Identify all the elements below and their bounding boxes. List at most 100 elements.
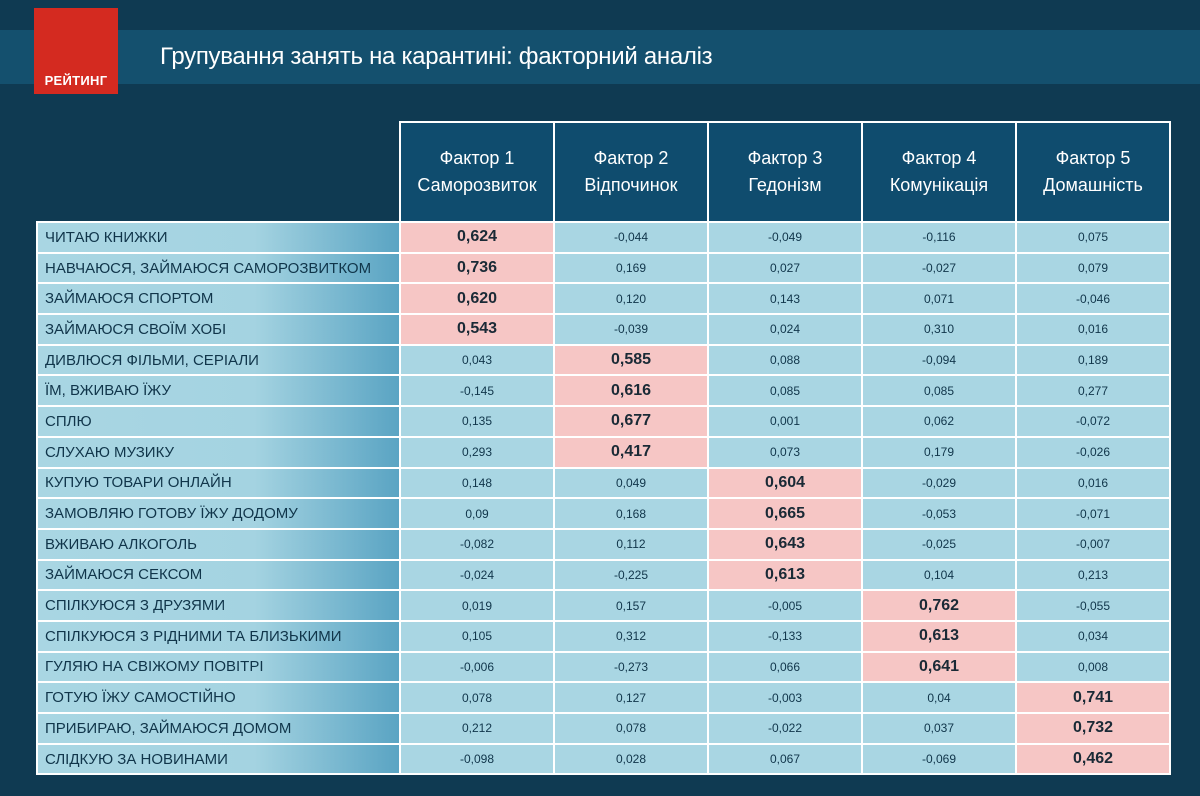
value-cell: -0,027 bbox=[861, 251, 1017, 285]
value-cell: 0,027 bbox=[707, 251, 863, 285]
highlighted-value-cell: 0,736 bbox=[399, 251, 555, 285]
value-cell: -0,046 bbox=[1015, 282, 1171, 316]
value-cell: 0,073 bbox=[707, 435, 863, 469]
header-line1: Фактор 5 bbox=[1055, 148, 1131, 168]
header-line2: Відпочинок bbox=[584, 175, 678, 195]
table-row: Спілкуюся з рідними та близькими 0,105 0,3… bbox=[36, 619, 1171, 653]
value-cell: -0,022 bbox=[707, 712, 863, 745]
value-cell: 0,143 bbox=[707, 282, 863, 316]
row-label: Замовляю готову їжу додому bbox=[36, 497, 401, 530]
value-cell: 0,062 bbox=[861, 405, 1017, 438]
value-cell: -0,082 bbox=[399, 527, 555, 561]
value-cell: 0,213 bbox=[1015, 558, 1171, 592]
header-line2: Домашність bbox=[1043, 175, 1143, 195]
value-cell: 0,120 bbox=[553, 282, 709, 316]
header-factor-3: Фактор 3 Гедонізм bbox=[707, 121, 863, 223]
value-cell: 0,078 bbox=[553, 712, 709, 745]
highlighted-value-cell: 0,624 bbox=[399, 221, 555, 254]
value-cell: -0,026 bbox=[1015, 435, 1171, 469]
value-cell: -0,053 bbox=[861, 497, 1017, 530]
table-row: Прибираю, займаюся домом 0,212 0,078 -0,022… bbox=[36, 712, 1171, 745]
highlighted-value-cell: 0,665 bbox=[707, 497, 863, 530]
table-body: Читаю книжки 0,624 -0,044 -0,049 -0,116 0,075… bbox=[36, 221, 1171, 776]
value-cell: 0,112 bbox=[553, 527, 709, 561]
highlighted-value-cell: 0,620 bbox=[399, 282, 555, 316]
brand-logo: РЕЙТИНГ bbox=[34, 8, 118, 94]
highlighted-value-cell: 0,643 bbox=[707, 527, 863, 561]
value-cell: -0,007 bbox=[1015, 527, 1171, 561]
value-cell: 0,001 bbox=[707, 405, 863, 438]
header-line2: Комунікація bbox=[889, 175, 989, 195]
value-cell: 0,079 bbox=[1015, 251, 1171, 285]
value-cell: 0,09 bbox=[399, 497, 555, 530]
value-cell: 0,066 bbox=[707, 650, 863, 684]
value-cell: -0,069 bbox=[861, 742, 1017, 776]
value-cell: 0,049 bbox=[553, 466, 709, 500]
value-cell: 0,310 bbox=[861, 313, 1017, 346]
value-cell: 0,127 bbox=[553, 681, 709, 714]
value-cell: 0,028 bbox=[553, 742, 709, 776]
title-band bbox=[0, 30, 1200, 84]
value-cell: -0,094 bbox=[861, 343, 1017, 377]
header-line1: Фактор 1 bbox=[439, 148, 515, 168]
highlighted-value-cell: 0,677 bbox=[553, 405, 709, 438]
logo-text: РЕЙТИНГ bbox=[44, 73, 108, 88]
table-row: Замовляю готову їжу додому 0,09 0,168 0,665… bbox=[36, 497, 1171, 530]
value-cell: 0,168 bbox=[553, 497, 709, 530]
highlighted-value-cell: 0,732 bbox=[1015, 712, 1171, 745]
header-line1: Фактор 3 bbox=[747, 148, 823, 168]
value-cell: 0,212 bbox=[399, 712, 555, 745]
value-cell: 0,019 bbox=[399, 589, 555, 622]
row-label: Їм, вживаю їжу bbox=[36, 374, 401, 408]
value-cell: -0,225 bbox=[553, 558, 709, 592]
value-cell: -0,098 bbox=[399, 742, 555, 776]
table-row: Займаюся сексом -0,024 -0,225 0,613 0,104 0,2… bbox=[36, 558, 1171, 592]
header-factor-4: Фактор 4 Комунікація bbox=[861, 121, 1017, 223]
value-cell: -0,145 bbox=[399, 374, 555, 408]
value-cell: 0,071 bbox=[861, 282, 1017, 316]
value-cell: 0,024 bbox=[707, 313, 863, 346]
highlighted-value-cell: 0,417 bbox=[553, 435, 709, 469]
table-row: Купую товари онлайн 0,148 0,049 0,604 -0,029… bbox=[36, 466, 1171, 500]
value-cell: 0,04 bbox=[861, 681, 1017, 714]
table-row: Готую їжу самостійно 0,078 0,127 -0,003 0,04… bbox=[36, 681, 1171, 714]
table-row: Займаюся спортом 0,620 0,120 0,143 0,071 -0,0… bbox=[36, 282, 1171, 316]
row-label: Читаю книжки bbox=[36, 221, 401, 254]
value-cell: -0,006 bbox=[399, 650, 555, 684]
row-label: Готую їжу самостійно bbox=[36, 681, 401, 714]
page-title: Групування занять на карантині: факторни… bbox=[160, 43, 713, 70]
row-label: Дивлюся фільми, серіали bbox=[36, 343, 401, 377]
value-cell: 0,034 bbox=[1015, 619, 1171, 653]
value-cell: -0,072 bbox=[1015, 405, 1171, 438]
header-line2: Гедонізм bbox=[748, 175, 822, 195]
row-label: Прибираю, займаюся домом bbox=[36, 712, 401, 745]
value-cell: 0,067 bbox=[707, 742, 863, 776]
row-label: Слідкую за новинами bbox=[36, 742, 401, 776]
row-label: Займаюся сексом bbox=[36, 558, 401, 592]
row-label: Навчаюся, займаюся саморозвитком bbox=[36, 251, 401, 285]
value-cell: 0,078 bbox=[399, 681, 555, 714]
value-cell: 0,037 bbox=[861, 712, 1017, 745]
value-cell: 0,008 bbox=[1015, 650, 1171, 684]
factor-table: Фактор 1 Саморозвиток Фактор 2 Відпочинок … bbox=[36, 121, 1171, 776]
value-cell: 0,293 bbox=[399, 435, 555, 469]
row-label: Слухаю музику bbox=[36, 435, 401, 469]
table-row: Спілкуюся з друзями 0,019 0,157 -0,005 0,762… bbox=[36, 589, 1171, 622]
table-row: Дивлюся фільми, серіали 0,043 0,585 0,088 -0… bbox=[36, 343, 1171, 377]
highlighted-value-cell: 0,543 bbox=[399, 313, 555, 346]
header-corner bbox=[37, 122, 400, 222]
value-cell: -0,005 bbox=[707, 589, 863, 622]
value-cell: -0,024 bbox=[399, 558, 555, 592]
value-cell: 0,016 bbox=[1015, 313, 1171, 346]
highlighted-value-cell: 0,741 bbox=[1015, 681, 1171, 714]
highlighted-value-cell: 0,641 bbox=[861, 650, 1017, 684]
value-cell: -0,044 bbox=[553, 221, 709, 254]
table-row: Гуляю на свіжому повітрі -0,006 -0,273 0,06… bbox=[36, 650, 1171, 684]
row-label: Займаюся спортом bbox=[36, 282, 401, 316]
row-label: Купую товари онлайн bbox=[36, 466, 401, 500]
table-row: Їм, вживаю їжу -0,145 0,616 0,085 0,085 0,277 bbox=[36, 374, 1171, 408]
header-line1: Фактор 2 bbox=[593, 148, 669, 168]
value-cell: -0,133 bbox=[707, 619, 863, 653]
value-cell: 0,043 bbox=[399, 343, 555, 377]
header-row: Фактор 1 Саморозвиток Фактор 2 Відпочинок … bbox=[37, 121, 1171, 223]
